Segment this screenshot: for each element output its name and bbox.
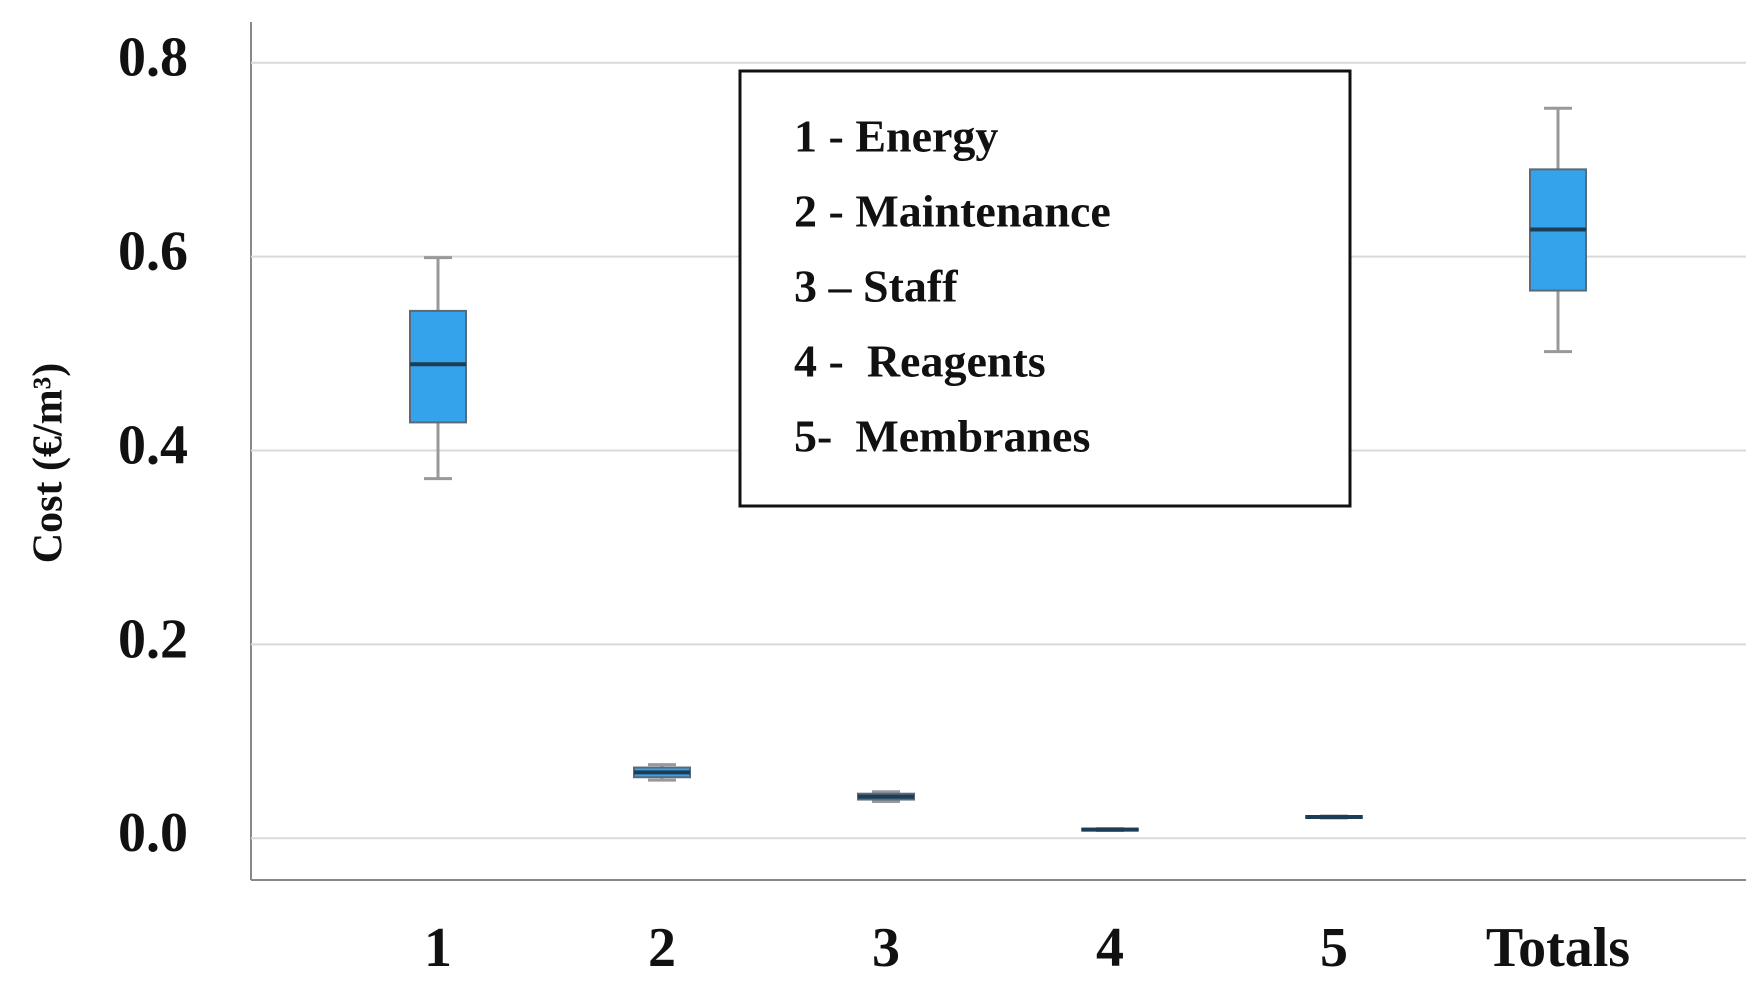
box xyxy=(409,256,467,481)
box xyxy=(1305,814,1363,820)
box xyxy=(1529,106,1587,354)
legend-text: 4 - Reagents xyxy=(794,336,1046,387)
x-tick-label: Totals xyxy=(1486,917,1630,979)
y-axis-label: Cost (€/m³) xyxy=(26,363,72,563)
legend-text: 1 - Energy xyxy=(794,111,998,162)
legend-box xyxy=(738,69,1352,508)
y-tick-label: 0.4 xyxy=(118,414,188,476)
legend-text: 5- Membranes xyxy=(794,411,1090,462)
box xyxy=(633,763,691,782)
x-tick-label: 4 xyxy=(1096,917,1124,979)
y-tick-label: 0.8 xyxy=(118,27,188,89)
y-tick-label: 0.6 xyxy=(118,220,188,282)
box xyxy=(857,790,915,803)
legend-text: 2 - Maintenance xyxy=(794,186,1111,237)
y-tick-label: 0.0 xyxy=(118,802,188,864)
box xyxy=(1081,827,1139,833)
legend-text: 3 – Staff xyxy=(794,261,958,312)
y-tick-label: 0.2 xyxy=(118,608,188,670)
x-tick-label: 1 xyxy=(424,917,452,979)
x-tick-label: 3 xyxy=(872,917,900,979)
box-body xyxy=(409,309,467,424)
x-tick-label: 2 xyxy=(648,917,676,979)
x-tick-label: 5 xyxy=(1320,917,1348,979)
